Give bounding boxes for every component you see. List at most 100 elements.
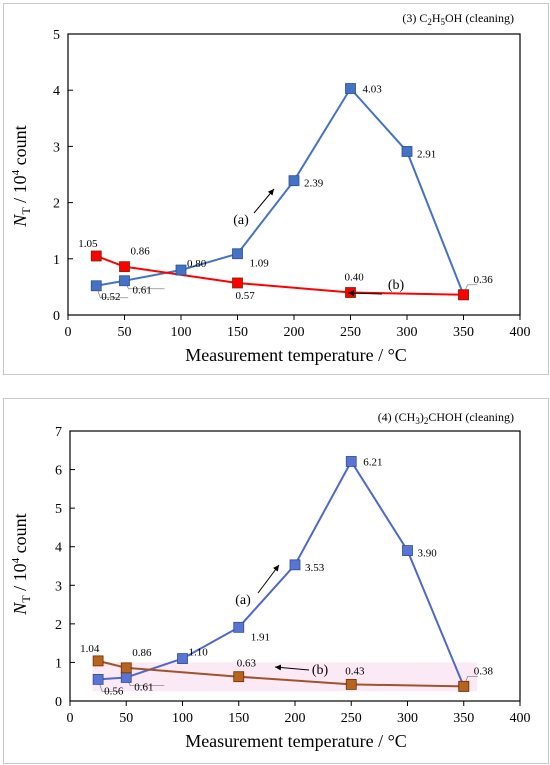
- x-tick-label: 250: [340, 325, 361, 340]
- chart-title-part: 2: [424, 416, 429, 426]
- x-tick-label: 150: [228, 711, 249, 726]
- y-tick-label: 7: [55, 425, 62, 440]
- x-tick-label: 100: [171, 325, 192, 340]
- series-b-data-label: 0.38: [474, 665, 494, 677]
- series-a-data-label: 0.52: [101, 291, 120, 303]
- y-tick-label: 0: [53, 309, 60, 324]
- x-tick-label: 0: [67, 711, 74, 726]
- x-tick-label: 400: [510, 325, 531, 340]
- series-b-data-label: 1.04: [80, 643, 100, 655]
- x-tick-label: 50: [119, 711, 133, 726]
- arrow-b: [274, 664, 310, 671]
- chart-panel-ethanol: 0 1 2 3 4 5 0 50 100 150 200 250 300 350 400 0.52 0.61 0.…: [3, 3, 549, 375]
- chart-title-part: (3) C: [402, 11, 427, 25]
- series-b-marker: [90, 250, 102, 262]
- y-tick-label: 0: [55, 695, 62, 710]
- series-a-data-label: 2.91: [417, 148, 436, 160]
- y-tick-label: 5: [55, 502, 62, 517]
- y-axis-label-part: 4: [10, 557, 22, 563]
- chart-title-part: (4) (CH: [378, 410, 416, 424]
- chart-title-part: OH (cleaning): [445, 11, 514, 25]
- series-a-marker: [119, 275, 130, 287]
- chart-title-part: H: [432, 11, 441, 25]
- series-b-data-label: 0.40: [345, 272, 365, 284]
- series-a-data-label: 3.90: [418, 548, 438, 560]
- annotation-b: (b): [312, 663, 329, 678]
- annotation-a: (a): [233, 213, 249, 228]
- series-a-marker: [177, 653, 188, 664]
- series-a-marker: [288, 175, 300, 187]
- arrow-a: [253, 188, 275, 214]
- series-a-marker: [402, 545, 413, 556]
- x-axis-label: Measurement temperature / °C: [185, 345, 407, 365]
- series-a-marker: [175, 264, 187, 276]
- series-a-data-label: 3.53: [305, 562, 325, 574]
- y-tick-label: 4: [55, 541, 62, 556]
- series-a-marker: [92, 673, 104, 685]
- y-axis-label-part: T: [19, 207, 33, 215]
- y-tick-label: 1: [53, 253, 60, 268]
- arrow-a: [257, 564, 280, 594]
- y-tick-label: 3: [53, 140, 60, 155]
- x-tick-label: 300: [397, 325, 418, 340]
- y-axis-label-part: count: [10, 513, 30, 558]
- series-b-marker: [458, 680, 470, 692]
- y-axis-label-part: T: [19, 595, 33, 603]
- y-axis-label-part: count: [10, 125, 30, 170]
- series-b-data-label: 0.43: [345, 665, 365, 677]
- y-axis-label: NT / 104 count: [10, 125, 33, 227]
- series-b-marker: [92, 655, 104, 667]
- series-a-marker: [345, 456, 357, 467]
- series-a-marker: [120, 672, 132, 683]
- x-tick-label: 50: [118, 325, 132, 340]
- x-tick-label: 350: [453, 711, 474, 726]
- series-a-marker: [401, 146, 413, 157]
- series-a-data-label: 4.03: [363, 84, 383, 96]
- chart-title: (4) (CH3)2CHOH (cleaning): [378, 410, 514, 426]
- chart-panel-isopropanol: 0 1 2 3 4 5 6 7 0 50 100 150 200 250 300 350 400 0.56 0.61…: [3, 398, 549, 764]
- series-a-marker: [232, 248, 243, 260]
- chart-title-part: CHOH (cleaning): [428, 410, 514, 424]
- series-a-data-label: 6.21: [363, 456, 382, 468]
- x-tick-label: 350: [453, 325, 474, 340]
- x-tick-label: 150: [227, 325, 248, 340]
- chart-title-part: 5: [441, 17, 446, 27]
- series-b-marker: [232, 277, 243, 289]
- y-tick-label: 4: [53, 84, 60, 99]
- plot-frame: [67, 33, 521, 316]
- series-b-data-label: 0.57: [236, 290, 256, 302]
- chart-title-part: 2: [427, 17, 432, 27]
- chart-title: (3) C2H5OH (cleaning): [402, 11, 514, 27]
- annotation-a: (a): [235, 593, 251, 608]
- series-a-data-label: 0.61: [133, 285, 152, 297]
- series-a-data-label: 1.10: [189, 647, 209, 659]
- y-tick-label: 6: [55, 464, 62, 479]
- series-b-marker: [119, 261, 130, 273]
- x-axis-label: Measurement temperature / °C: [185, 731, 407, 751]
- x-tick-label: 250: [341, 711, 362, 726]
- series-a-marker: [345, 83, 356, 94]
- x-tick-label: 400: [510, 711, 531, 726]
- series-b-marker: [345, 679, 357, 690]
- series-a-line: [96, 86, 465, 296]
- series-b-data-label: 0.36: [474, 274, 494, 286]
- annotation-b: (b): [388, 278, 405, 293]
- y-axis-label-part: N: [10, 602, 30, 616]
- y-axis-label-part: N: [10, 214, 30, 228]
- series-b-data-label: 0.63: [237, 658, 257, 670]
- y-tick-label: 1: [55, 656, 62, 671]
- y-tick-label: 3: [55, 579, 62, 594]
- y-axis-label-part: / 10: [10, 175, 30, 207]
- x-tick-label: 0: [65, 325, 72, 340]
- chart-title-part: 3: [415, 416, 420, 426]
- arrow-b: [347, 290, 383, 297]
- series-a-line: [98, 459, 465, 687]
- x-tick-label: 200: [285, 711, 306, 726]
- x-tick-label: 200: [284, 325, 305, 340]
- series-a-data-label: 2.39: [304, 178, 324, 190]
- y-tick-label: 2: [55, 618, 62, 633]
- y-tick-label: 2: [53, 197, 60, 212]
- y-axis-label-part: 4: [10, 169, 22, 175]
- series-a-data-label: 0.61: [134, 681, 153, 693]
